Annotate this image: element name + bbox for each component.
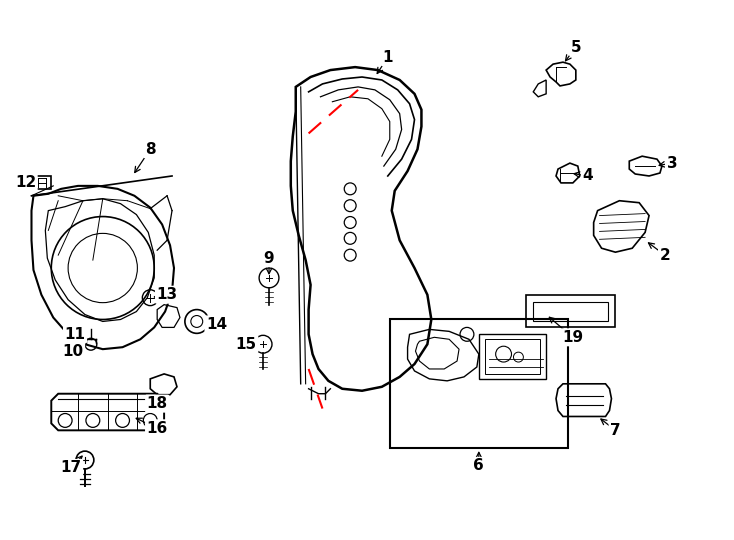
Text: 4: 4	[582, 168, 593, 184]
Text: 8: 8	[145, 142, 156, 157]
Text: 17: 17	[60, 461, 81, 475]
Text: 13: 13	[156, 287, 178, 302]
Text: 19: 19	[562, 330, 584, 345]
Text: 2: 2	[660, 248, 670, 262]
Text: 14: 14	[206, 317, 227, 332]
Bar	[390, 320, 568, 448]
Text: 11: 11	[65, 327, 86, 342]
Text: 15: 15	[236, 337, 257, 352]
Text: 5: 5	[570, 40, 581, 55]
Text: 16: 16	[147, 421, 168, 436]
Text: 7: 7	[610, 423, 621, 438]
Text: 18: 18	[147, 396, 168, 411]
Text: 9: 9	[264, 251, 275, 266]
Text: 6: 6	[473, 458, 484, 474]
Text: 10: 10	[62, 343, 84, 359]
Text: 3: 3	[666, 156, 677, 171]
Text: 12: 12	[15, 176, 36, 191]
Text: 1: 1	[382, 50, 393, 65]
